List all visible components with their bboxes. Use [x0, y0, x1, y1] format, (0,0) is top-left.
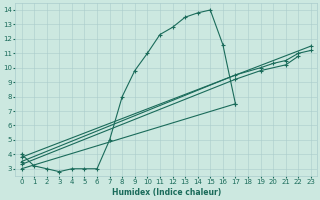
- X-axis label: Humidex (Indice chaleur): Humidex (Indice chaleur): [112, 188, 221, 197]
